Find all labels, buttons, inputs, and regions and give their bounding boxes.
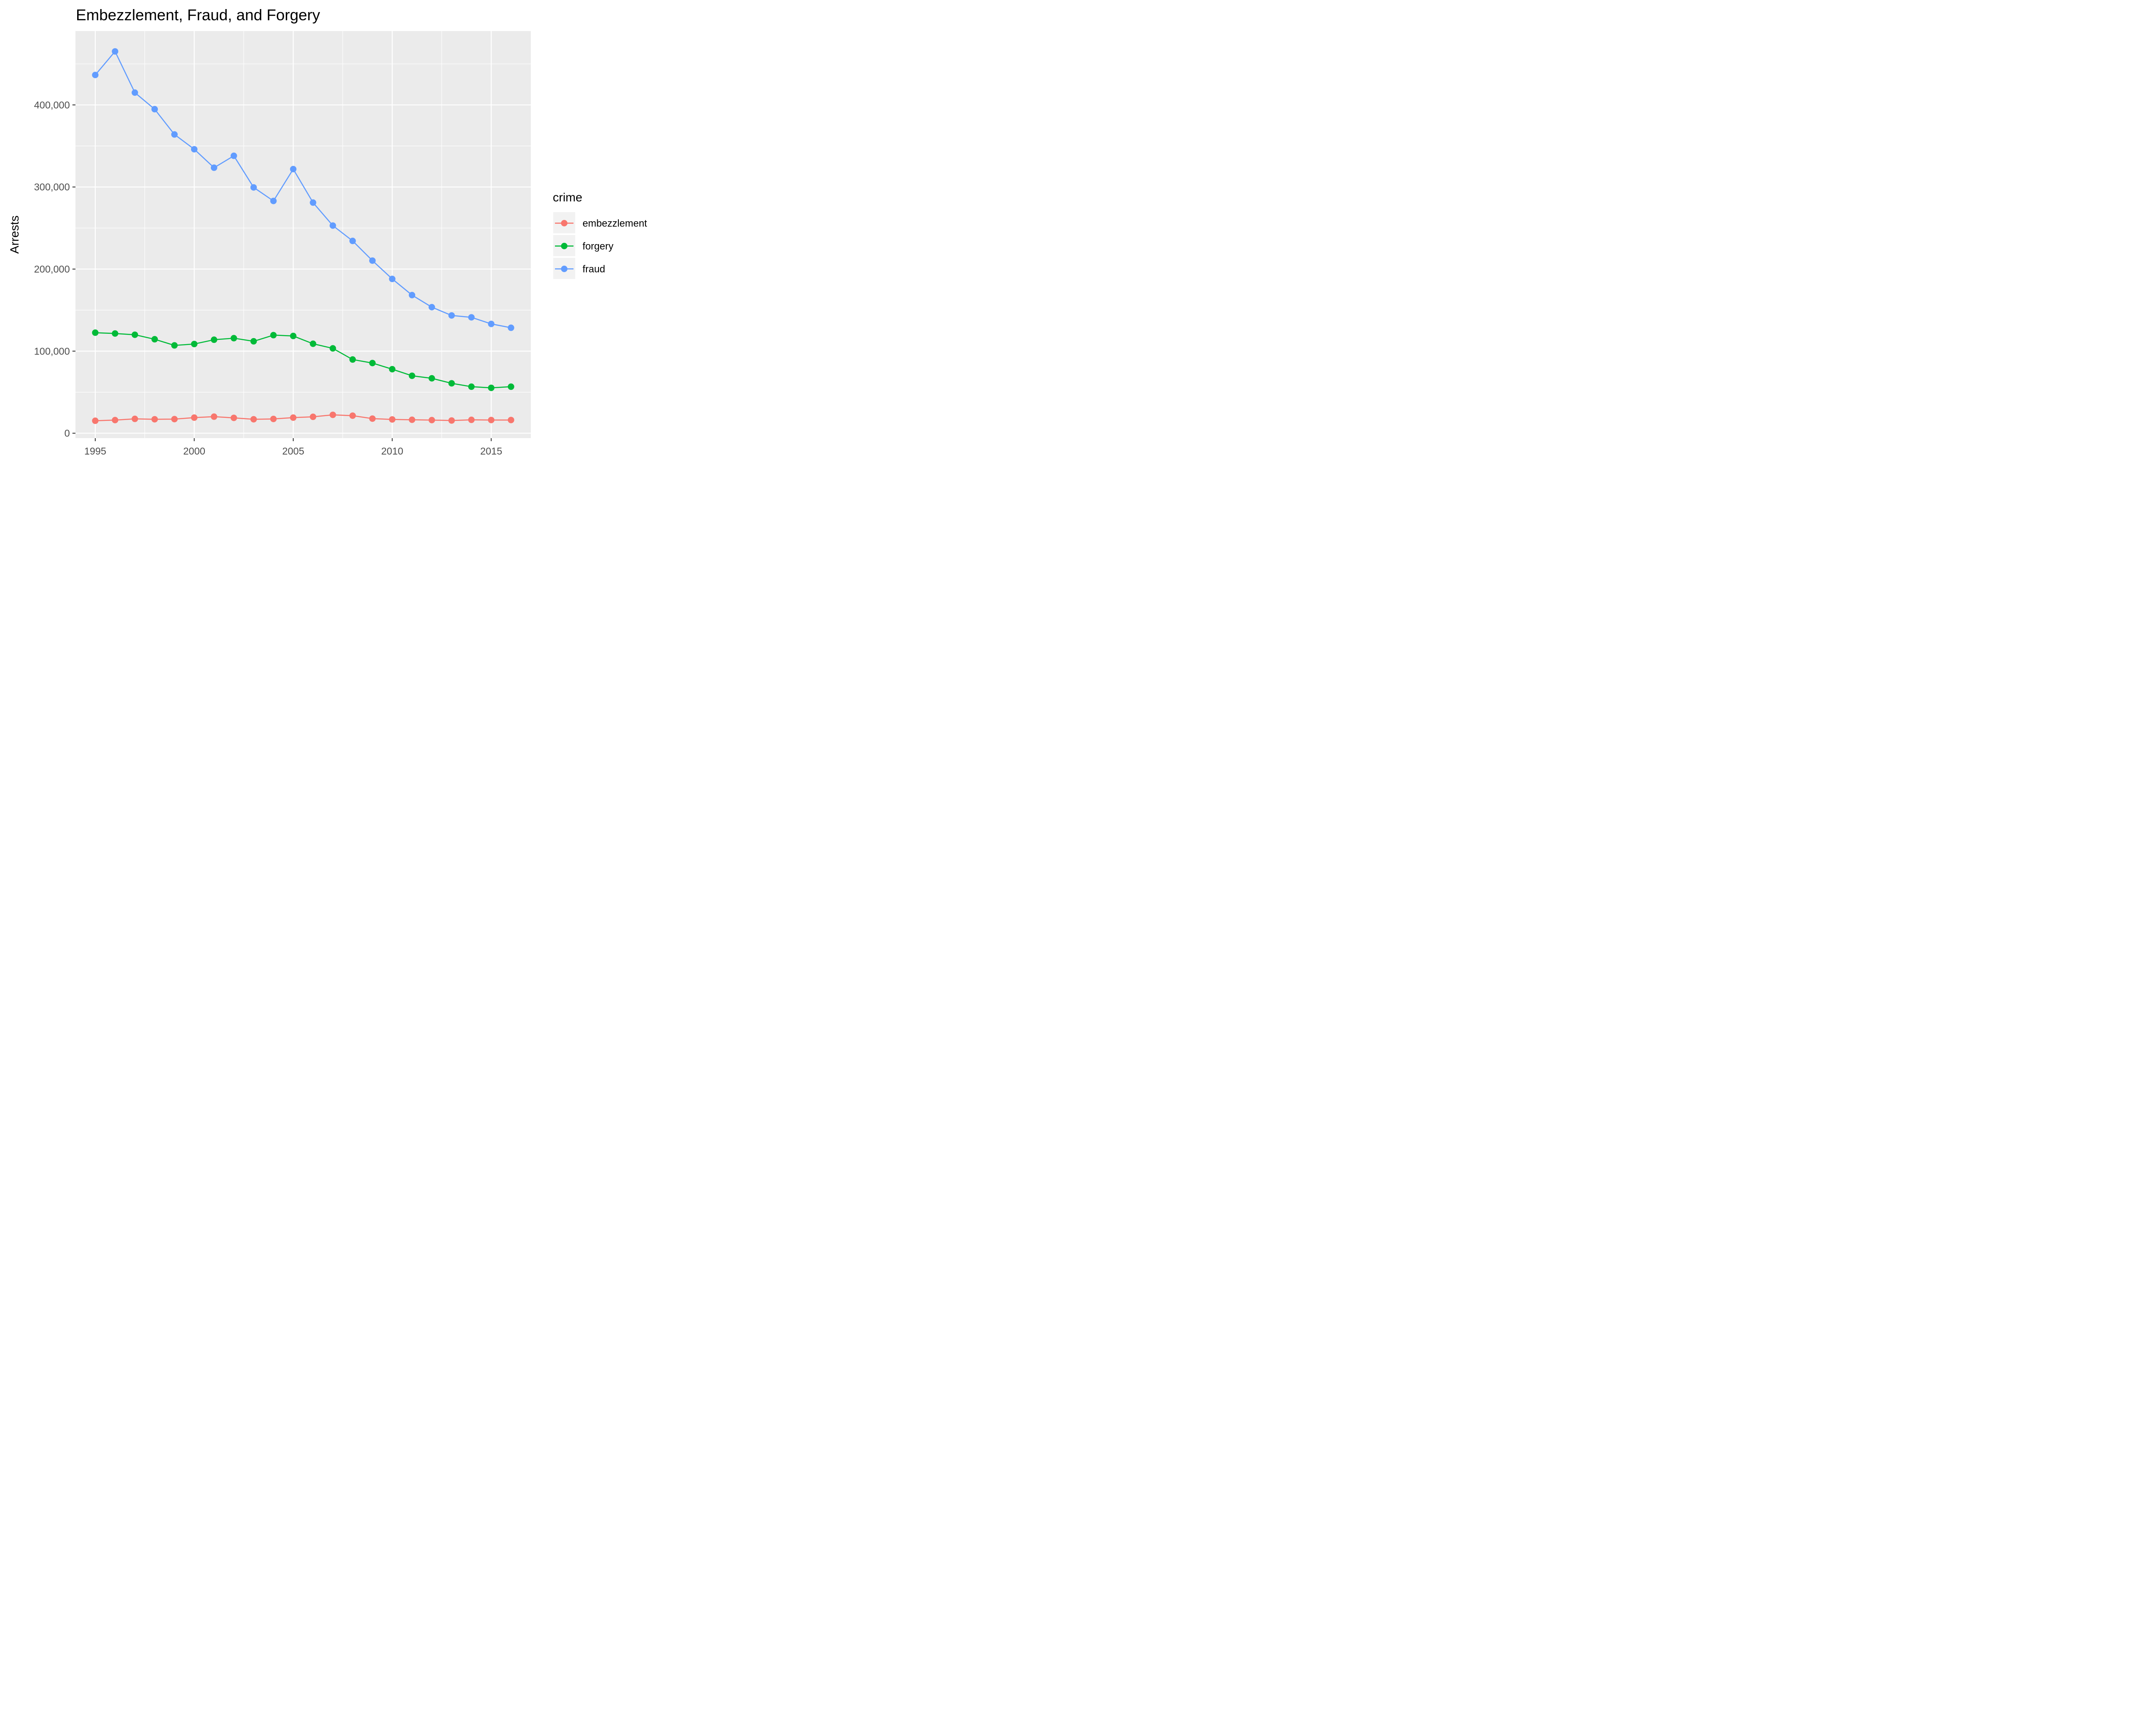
y-tick-label: 400,000 xyxy=(34,99,70,110)
x-axis: 1995 2000 2005 2010 2015 xyxy=(84,438,502,457)
plot-panel xyxy=(75,31,531,438)
data-point-fraud xyxy=(369,257,376,264)
data-point-fraud xyxy=(409,292,416,298)
data-point-forgery xyxy=(409,372,416,379)
data-point-forgery xyxy=(270,332,277,339)
data-point-fraud xyxy=(468,314,475,321)
data-point-forgery xyxy=(151,336,158,343)
y-axis: 0 100,000 200,000 300,000 400,000 xyxy=(34,99,75,439)
data-point-forgery xyxy=(448,380,455,387)
data-point-fraud xyxy=(329,222,336,229)
x-tick-label: 2015 xyxy=(480,445,502,457)
legend-keys: embezzlement forgery fraud xyxy=(553,212,647,279)
data-point-forgery xyxy=(329,345,336,352)
series-line-embezzlement xyxy=(95,414,511,421)
data-point-embezzlement xyxy=(389,416,396,423)
data-point-fraud xyxy=(171,131,178,138)
data-point-fraud xyxy=(290,166,297,172)
x-tick-label: 2010 xyxy=(381,445,403,457)
data-point-embezzlement xyxy=(448,417,455,424)
series-line-fraud xyxy=(94,50,511,329)
x-tick-label: 1995 xyxy=(84,445,106,457)
legend-label-fraud: fraud xyxy=(583,263,605,275)
data-point-fraud xyxy=(132,89,138,96)
data-point-forgery xyxy=(250,338,257,345)
data-point-embezzlement xyxy=(369,415,376,422)
data-point-embezzlement xyxy=(132,415,138,422)
data-point-embezzlement xyxy=(349,412,356,419)
data-point-embezzlement xyxy=(409,416,416,423)
data-point-fraud xyxy=(310,199,317,206)
data-point-fraud xyxy=(191,146,197,153)
data-point-forgery xyxy=(349,356,356,363)
data-point-forgery xyxy=(191,341,197,348)
data-point-forgery xyxy=(290,332,297,339)
data-point-embezzlement xyxy=(270,415,277,422)
data-point-embezzlement xyxy=(488,417,495,423)
data-point-embezzlement xyxy=(508,417,514,423)
data-point-fraud xyxy=(270,198,277,204)
legend-label-forgery: forgery xyxy=(583,241,614,252)
data-point-fraud xyxy=(389,276,396,282)
data-point-forgery xyxy=(171,342,178,349)
data-point-embezzlement xyxy=(329,411,336,418)
data-point-forgery xyxy=(488,384,495,391)
series-points xyxy=(92,48,514,424)
data-point-forgery xyxy=(230,335,237,342)
legend-label-embezzlement: embezzlement xyxy=(583,218,647,229)
data-point-fraud xyxy=(112,48,119,55)
y-tick-label: 300,000 xyxy=(34,182,70,193)
data-point-fraud xyxy=(230,152,237,159)
data-point-embezzlement xyxy=(171,416,178,423)
legend-key-point xyxy=(561,243,567,249)
grid-major xyxy=(75,31,531,438)
y-tick-label: 100,000 xyxy=(34,345,70,357)
data-point-forgery xyxy=(210,336,217,343)
data-point-embezzlement xyxy=(230,414,237,421)
data-point-embezzlement xyxy=(310,414,317,420)
data-point-embezzlement xyxy=(112,417,119,423)
data-point-embezzlement xyxy=(250,416,257,423)
data-point-forgery xyxy=(508,383,514,390)
x-tick-label: 2005 xyxy=(282,445,304,457)
chart-title: Embezzlement, Fraud, and Forgery xyxy=(76,6,320,24)
data-point-forgery xyxy=(389,366,396,373)
data-point-forgery xyxy=(428,375,435,382)
data-point-fraud xyxy=(428,304,435,310)
legend-key-point xyxy=(561,220,567,226)
data-point-fraud xyxy=(488,320,495,327)
series-lines xyxy=(94,50,511,421)
data-point-forgery xyxy=(112,330,119,337)
data-point-fraud xyxy=(250,184,257,191)
chart: Embezzlement, Fraud, and Forgery 0 100,00… xyxy=(0,0,673,480)
series-line-forgery xyxy=(95,332,511,389)
legend: crime embezzlement forgery fraud xyxy=(553,191,647,279)
data-point-forgery xyxy=(369,360,376,367)
data-point-forgery xyxy=(310,340,317,347)
legend-title: crime xyxy=(553,191,582,204)
legend-key-point xyxy=(561,266,567,272)
data-point-forgery xyxy=(132,331,138,338)
data-point-fraud xyxy=(92,72,99,78)
data-point-fraud xyxy=(151,106,158,113)
y-tick-label: 200,000 xyxy=(34,263,70,275)
y-axis-title: Arrests xyxy=(8,216,21,254)
y-tick-label: 0 xyxy=(64,428,70,439)
data-point-embezzlement xyxy=(151,416,158,423)
data-point-embezzlement xyxy=(290,414,297,421)
data-point-fraud xyxy=(210,164,217,171)
data-point-forgery xyxy=(468,383,475,390)
x-tick-label: 2000 xyxy=(183,445,205,457)
data-point-embezzlement xyxy=(428,417,435,423)
grid-minor xyxy=(75,31,531,438)
data-point-fraud xyxy=(508,324,514,331)
data-point-embezzlement xyxy=(92,417,99,424)
data-point-embezzlement xyxy=(468,417,475,423)
data-point-forgery xyxy=(92,329,99,336)
data-point-fraud xyxy=(448,312,455,319)
data-point-fraud xyxy=(349,238,356,245)
data-point-embezzlement xyxy=(191,414,197,421)
data-point-embezzlement xyxy=(210,413,217,420)
